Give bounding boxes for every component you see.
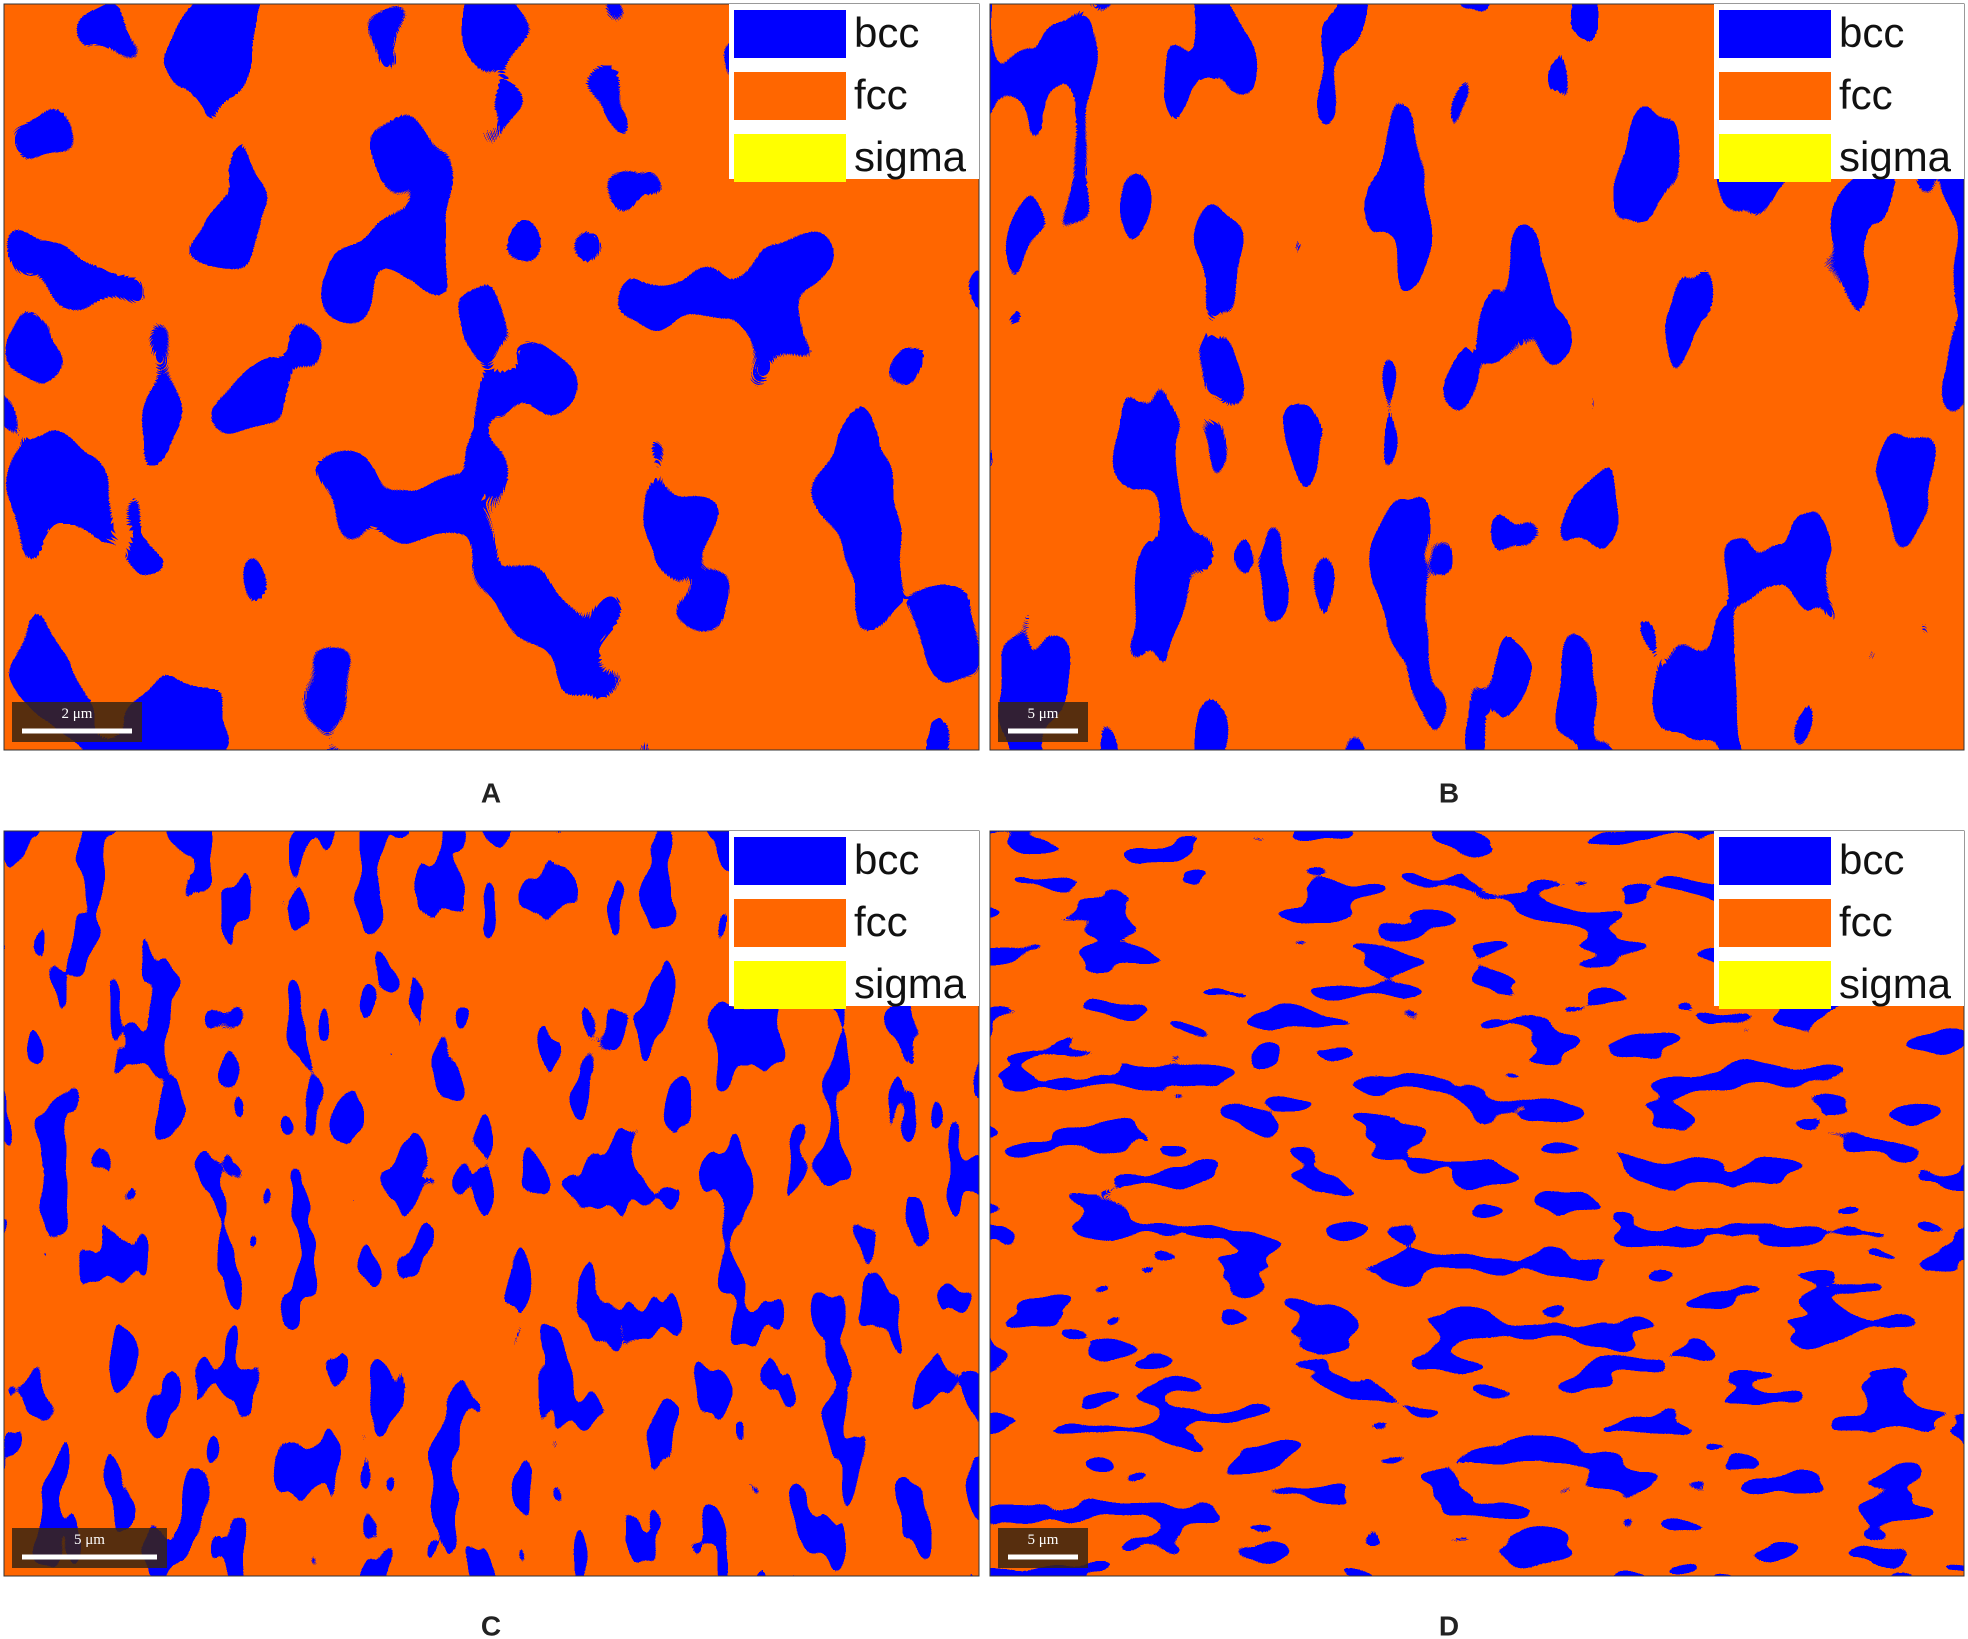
legend-label: fcc: [1839, 898, 1893, 945]
legend-label: bcc: [854, 836, 919, 883]
scale-bar-label: 5 μm: [1028, 706, 1059, 722]
legend-label: bcc: [1839, 9, 1904, 56]
legend-swatch: [734, 134, 846, 182]
scale-bar-label: 2 μm: [62, 706, 93, 722]
scale-bar-box: [12, 1528, 167, 1568]
panel-border: [3, 3, 980, 751]
legend-swatch: [1719, 72, 1831, 120]
panel-label: B: [1439, 777, 1459, 808]
scale-bar-box: [12, 702, 142, 742]
legend-label: fcc: [854, 898, 908, 945]
panel-label: D: [1439, 1610, 1459, 1639]
panel-label: C: [481, 1610, 501, 1639]
legend-swatch: [734, 961, 846, 1009]
micrograph-panel: bcc fcc sigma 5 μm: [989, 3, 1965, 751]
panel-border: [989, 830, 1965, 1577]
scale-bar-label: 5 μm: [1028, 1532, 1059, 1548]
legend-swatch: [1719, 961, 1831, 1009]
legend-label: bcc: [1839, 836, 1904, 883]
legend-label: fcc: [854, 71, 908, 118]
panel-border: [3, 830, 980, 1577]
scale-bar-box: [998, 702, 1088, 742]
scale-bar-label: 5 μm: [74, 1532, 105, 1548]
legend-swatch: [734, 10, 846, 58]
legend-swatch: [1719, 134, 1831, 182]
legend-label: sigma: [854, 133, 967, 180]
micrograph-panel: bcc fcc sigma 5 μm: [3, 830, 980, 1577]
scale-bar-box: [998, 1528, 1088, 1568]
legend-label: sigma: [854, 960, 967, 1007]
legend-swatch: [1719, 10, 1831, 58]
panel-border: [989, 3, 1965, 751]
legend-label: fcc: [1839, 71, 1893, 118]
panel-label: A: [481, 777, 501, 808]
legend-swatch: [1719, 837, 1831, 885]
micrograph-panel: bcc fcc sigma 2 μm: [3, 3, 980, 751]
legend-label: sigma: [1839, 960, 1952, 1007]
micrograph-panel: bcc fcc sigma 5 μm: [989, 830, 1965, 1577]
legend-label: bcc: [854, 9, 919, 56]
legend-swatch: [734, 899, 846, 947]
legend-swatch: [1719, 899, 1831, 947]
legend-swatch: [734, 72, 846, 120]
legend-swatch: [734, 837, 846, 885]
legend-label: sigma: [1839, 133, 1952, 180]
